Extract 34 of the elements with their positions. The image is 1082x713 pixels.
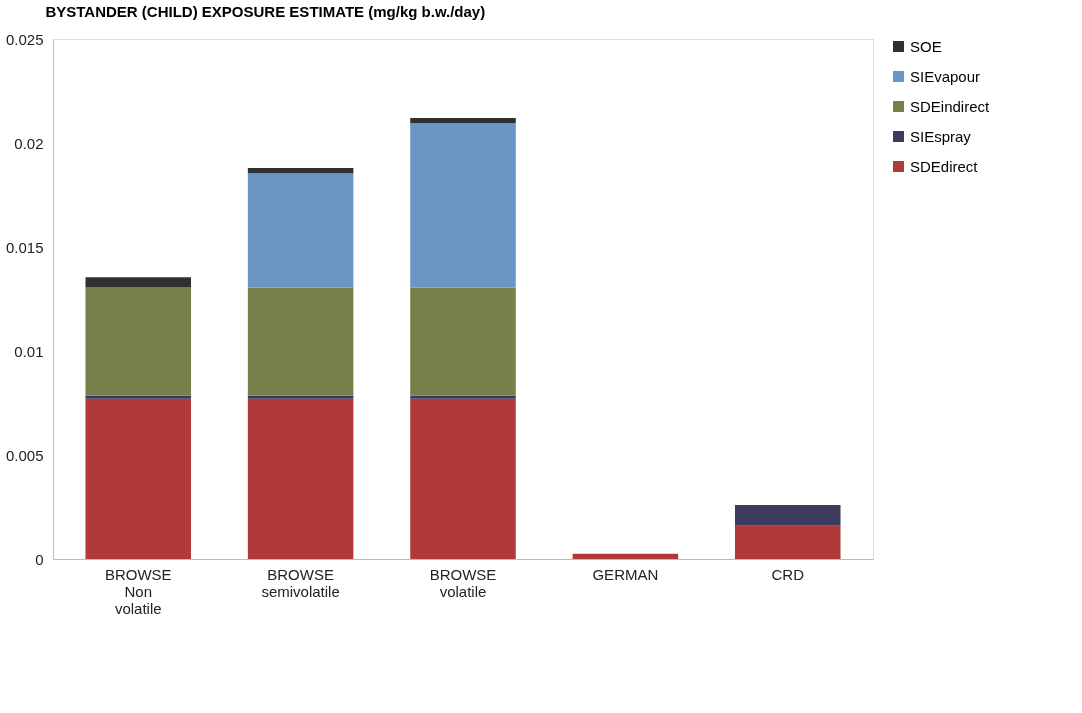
bar [410,398,516,559]
y-tick-label: 0 [35,550,44,568]
bar [410,395,516,399]
x-tick-label: CRD [771,565,805,583]
bar [85,395,192,399]
bar [734,525,841,559]
legend-label: SIEvapour [910,67,981,85]
bar [410,123,516,288]
legend-label: SIEspray [910,127,972,145]
y-tick-label: 0.025 [5,30,44,48]
x-tick-label: GERMAN [592,565,659,583]
y-tick-label: 0.005 [5,446,44,464]
chart-title: BYSTANDER (CHILD) EXPOSURE ESTIMATE (mg/kg b.w./day) [45,3,486,20]
bar [85,277,192,288]
bar [247,395,354,399]
bar [247,167,354,174]
y-tick-label: 0.01 [14,342,44,360]
bar [247,287,354,396]
legend-label: SDEdirect [910,157,979,175]
bar [247,173,354,288]
bar [572,553,679,559]
x-tick-label: BROWSE volatile [429,565,497,600]
bar [410,118,516,124]
legend-label: SDEindirect [910,97,991,115]
x-tick-label: BROWSE semivolatile [261,565,340,600]
legend-label: SOE [910,37,942,55]
bar [734,504,841,526]
bar [410,287,516,396]
x-tick-label: BROWSE Non volatile [104,565,172,617]
y-tick-label: 0.015 [5,238,44,256]
bar [85,287,192,396]
bar [85,398,192,559]
bar [247,398,354,559]
y-tick-label: 0.02 [14,134,44,152]
